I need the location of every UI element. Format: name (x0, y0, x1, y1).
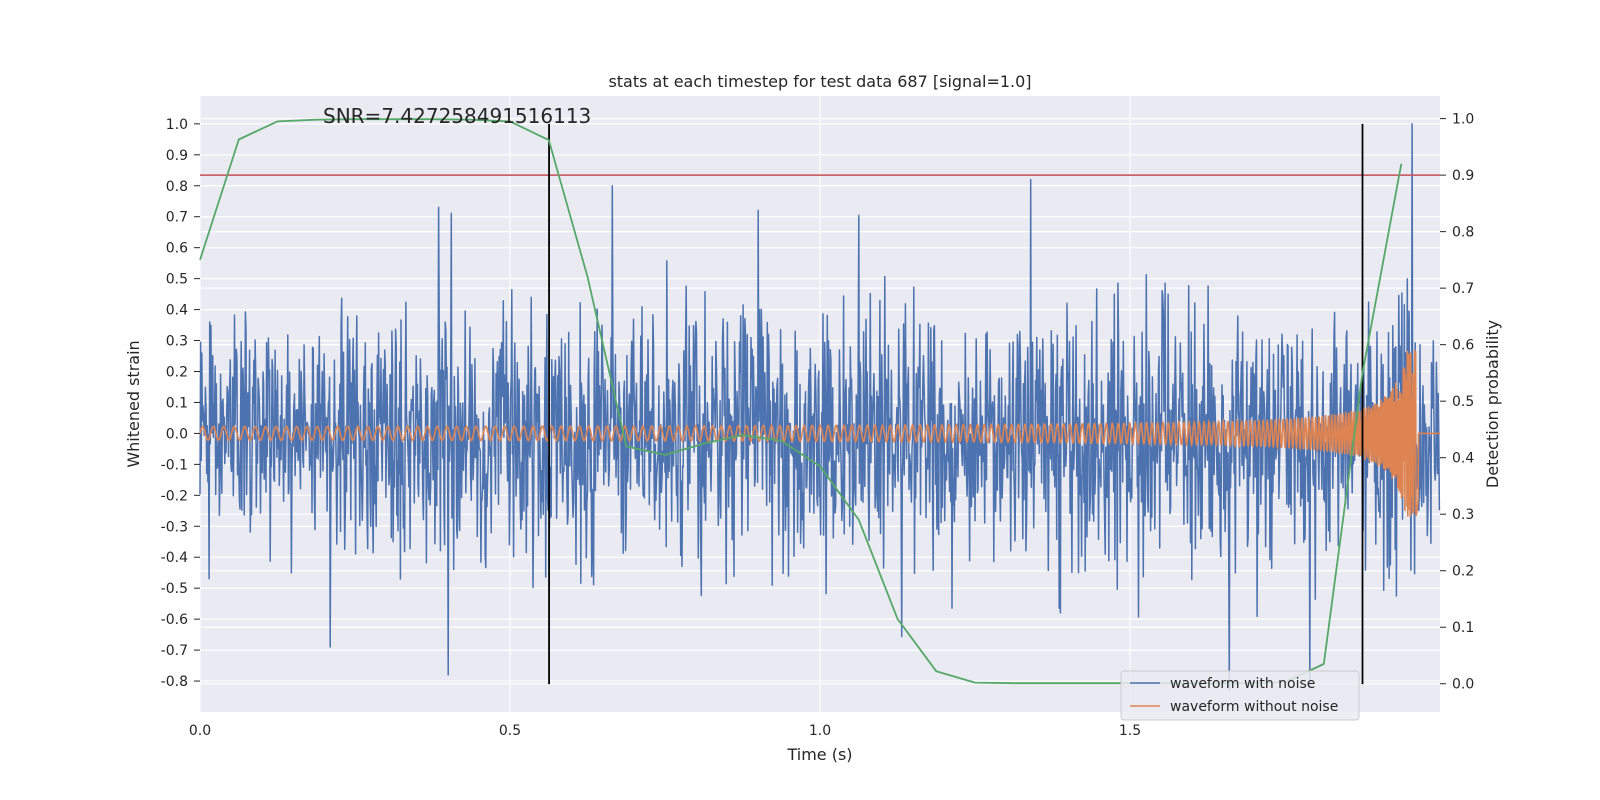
y-tick-label-left: 0.9 (166, 148, 188, 164)
y-axis-label-right: Detection probability (1483, 320, 1502, 488)
y-tick-label-right: 0.6 (1452, 338, 1474, 354)
y-tick-label-left: -0.5 (161, 581, 188, 597)
y-tick-label-left: 0.7 (166, 210, 188, 226)
y-tick-label-right: 0.7 (1452, 281, 1474, 297)
x-tick-label: 0.5 (499, 723, 521, 739)
y-tick-label-left: -0.8 (161, 674, 188, 690)
y-axis-label-left: Whitened strain (124, 340, 143, 467)
x-tick-label: 1.5 (1119, 723, 1141, 739)
x-tick-label: 1.0 (809, 723, 831, 739)
snr-annotation: SNR=7.427258491516113 (323, 104, 591, 128)
y-tick-label-left: 0.5 (166, 272, 188, 288)
y-tick-label-left: 0.0 (166, 426, 188, 442)
y-tick-label-left: 0.8 (166, 179, 188, 195)
axes-layer: 0.0 0.5 1.0 1.5 1.0 0.9 0.8 0.7 0.6 0.5 0.4 0.3 0.2 0… (161, 112, 1475, 739)
legend-label-noise: waveform with noise (1170, 676, 1315, 692)
series-waveform-with-noise (199, 123, 1441, 692)
y-tick-label-left: 1.0 (166, 117, 188, 133)
legend-box (1120, 670, 1360, 721)
series-waveform-without-noise (199, 350, 1440, 517)
y-tick-label-left: -0.2 (161, 488, 188, 504)
y-tick-label-right: 0.1 (1452, 620, 1474, 636)
y-tick-label-left: -0.4 (161, 550, 188, 566)
legend: waveform with noise waveform without noi… (1120, 670, 1360, 721)
y-tick-label-right: 1.0 (1452, 112, 1474, 128)
grid (199, 96, 1440, 712)
y-tick-label-right: 0.2 (1452, 564, 1474, 580)
y-tick-label-left: -0.6 (161, 612, 188, 628)
y-tick-label-left: 0.6 (166, 241, 188, 257)
x-axis-label: Time (s) (786, 745, 852, 764)
y-tick-label-right: 0.5 (1452, 394, 1474, 410)
y-tick-label-right: 0.4 (1452, 451, 1474, 467)
y-tick-label-right: 0.3 (1452, 507, 1474, 523)
x-tick-label: 0.0 (189, 723, 211, 739)
y-tick-label-left: -0.7 (161, 643, 188, 659)
y-tick-label-left: -0.3 (161, 519, 188, 535)
y-tick-label-left: 0.3 (166, 334, 188, 350)
y-tick-label-right: 0.8 (1452, 225, 1474, 241)
y-tick-label-right: 0.9 (1452, 168, 1474, 184)
y-tick-label-left: 0.2 (166, 364, 188, 380)
y-tick-label-right: 0.0 (1452, 677, 1474, 693)
chart-title: stats at each timestep for test data 687… (608, 72, 1031, 91)
y-tick-label-left: 0.4 (166, 303, 188, 319)
y-tick-label-left: -0.1 (161, 457, 188, 473)
y-tick-label-left: 0.1 (166, 395, 188, 411)
legend-label-clean: waveform without noise (1170, 699, 1338, 715)
